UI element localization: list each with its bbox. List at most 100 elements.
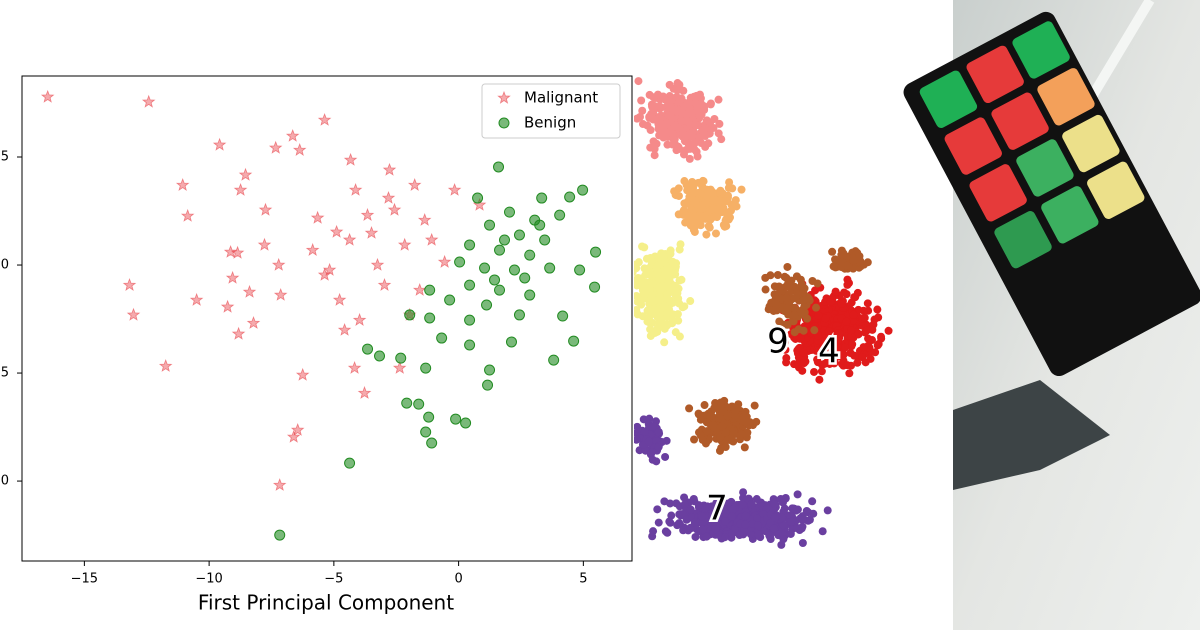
point [180, 208, 195, 222]
tsne-point [721, 517, 730, 526]
tsne-point [860, 313, 869, 322]
tsne-point [685, 105, 694, 114]
point [568, 335, 580, 347]
point [493, 161, 505, 173]
tsne-point [790, 504, 799, 513]
point [271, 257, 286, 271]
point [347, 360, 362, 374]
tsne-point [798, 515, 807, 524]
tsne-point [690, 188, 699, 197]
tsne-point [752, 417, 761, 426]
point [524, 249, 536, 261]
tsne-point [850, 293, 859, 302]
tsne-point [680, 177, 689, 186]
tsne-point [717, 135, 726, 144]
point [423, 411, 435, 423]
tsne-point [736, 435, 745, 444]
point [273, 287, 288, 301]
point [344, 457, 356, 469]
point [420, 426, 432, 438]
tsne-point [646, 269, 655, 278]
x-tick-label: −10 [195, 572, 222, 587]
tsne-point [715, 208, 724, 217]
tsne-point [849, 316, 858, 325]
tsne-point [665, 517, 674, 526]
tsne-point [846, 349, 855, 358]
tsne-point [702, 532, 711, 541]
tsne-point [798, 366, 807, 375]
tsne-point [648, 422, 657, 431]
point [536, 192, 548, 204]
point [424, 232, 439, 246]
point [374, 350, 386, 362]
tsne-point [823, 353, 832, 362]
tsne-point [698, 512, 707, 521]
tsne-point [821, 314, 830, 323]
point [484, 364, 496, 376]
tsne-point [634, 306, 641, 315]
point [274, 529, 286, 541]
tsne-point [815, 375, 824, 384]
point [513, 229, 525, 241]
point [519, 272, 531, 284]
tsne-point [808, 497, 817, 506]
tsne-point [688, 178, 697, 187]
point [212, 137, 227, 151]
tsne-point [690, 518, 699, 527]
tsne-point [699, 212, 708, 221]
tsne-point [714, 512, 723, 521]
tsne-point [787, 517, 796, 526]
tsne-point [873, 341, 882, 350]
point [362, 343, 374, 355]
tsne-point [661, 527, 670, 536]
tsne-point [654, 428, 663, 437]
tsne-point [728, 184, 737, 193]
tsne-point [663, 309, 672, 318]
tsne-point [660, 338, 669, 347]
tsne-point [660, 324, 669, 333]
tsne-point [789, 317, 798, 326]
tsne-point [680, 493, 689, 502]
tsne-point [790, 304, 799, 313]
tsne-point [782, 354, 791, 363]
tsne-point [636, 112, 645, 121]
tsne-point [648, 279, 657, 288]
tsne-point [769, 306, 778, 315]
tsne-point [711, 503, 720, 512]
tsne-point [650, 102, 659, 111]
point [292, 142, 307, 156]
tsne-point [638, 312, 647, 321]
tsne-point [645, 414, 654, 423]
point [322, 262, 337, 276]
tsne-point [804, 294, 813, 303]
tsne-point [679, 129, 688, 138]
tsne-point [666, 287, 675, 296]
point [329, 224, 344, 238]
tsne-point [861, 358, 870, 367]
tsne-point [698, 176, 707, 185]
tsne-point [663, 140, 672, 149]
tsne-point [702, 230, 711, 239]
tsne-point [770, 513, 779, 522]
tsne-point [740, 443, 749, 452]
tsne-point [770, 500, 779, 509]
tsne-point [845, 369, 854, 378]
tsne-point [694, 428, 703, 437]
point [589, 281, 601, 293]
tsne-point [696, 415, 705, 424]
tsne-point [793, 490, 802, 499]
tsne-point [646, 143, 655, 152]
x-tick-label: 5 [579, 572, 587, 587]
tsne-point [782, 293, 791, 302]
tsne-point [814, 311, 823, 320]
point [499, 234, 511, 246]
tsne-point [703, 418, 712, 427]
point [377, 277, 392, 291]
tsne-point [849, 256, 858, 265]
tsne-point [653, 505, 662, 514]
tsne-point [810, 367, 819, 376]
cluster-label: 7 [706, 489, 728, 529]
tsne-point [805, 515, 814, 524]
tsne-point [637, 96, 646, 105]
point [258, 202, 273, 216]
